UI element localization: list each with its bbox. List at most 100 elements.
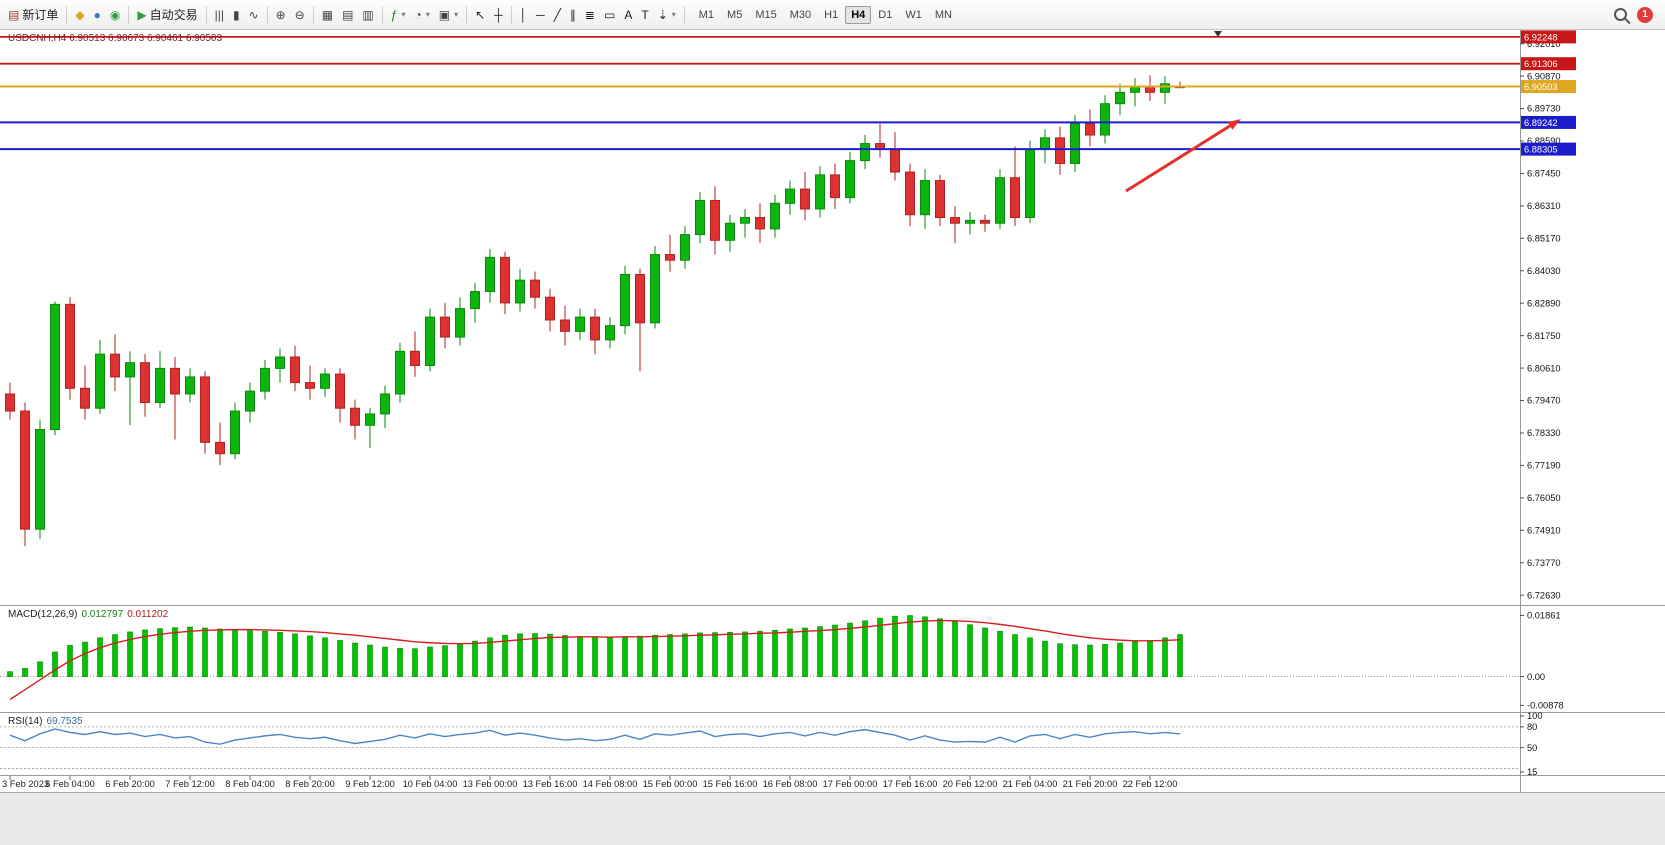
price-line-badge-label: 6.89242: [1524, 118, 1558, 128]
mql5-market-icon-button[interactable]: ◆: [71, 4, 88, 26]
macd-bar: [7, 671, 13, 677]
horizontal-line-button[interactable]: ─: [532, 4, 549, 26]
macd-bar: [1147, 640, 1153, 677]
macd-bar: [637, 635, 643, 677]
candle-body: [650, 254, 660, 324]
timeframe-h4[interactable]: H4: [845, 5, 872, 24]
candle-chart-button[interactable]: ▮: [229, 4, 244, 26]
cursor-button[interactable]: ↖: [471, 4, 489, 26]
candle-body: [455, 308, 465, 338]
time-tick-label: 7 Feb 12:00: [165, 779, 215, 789]
timeframe-h1[interactable]: H1: [824, 8, 839, 21]
zoom-out-button[interactable]: ⊖: [291, 4, 309, 26]
macd-bar: [1057, 643, 1063, 677]
zoom-in-button[interactable]: ⊕: [272, 4, 290, 26]
crosshair-button[interactable]: ┼: [490, 4, 507, 26]
chart-canvas[interactable]: 6.92010 6.90870 6.89730 6.88590 6.87450 6.863…: [0, 30, 1665, 792]
templates-button[interactable]: ▣ ▾: [435, 4, 462, 26]
label-button[interactable]: T: [637, 4, 652, 26]
candle-body: [815, 174, 825, 210]
candle-body: [845, 160, 855, 199]
timeframe-m5[interactable]: M5: [727, 8, 743, 21]
line-chart-button[interactable]: ∿: [245, 4, 263, 26]
vertical-line-button[interactable]: │: [516, 4, 532, 26]
annotations[interactable]: [1125, 31, 1241, 193]
macd-bar: [1027, 637, 1033, 677]
candle-body: [260, 367, 270, 392]
arrange-windows-button[interactable]: ▤: [338, 4, 357, 26]
candle-body: [785, 188, 795, 204]
tile-windows-button[interactable]: ▦: [318, 4, 337, 26]
timeframe-w1[interactable]: W1: [905, 8, 922, 21]
candle-body: [995, 177, 1005, 224]
time-tick-label: 20 Feb 12:00: [943, 779, 998, 789]
indicators-button[interactable]: ƒ ▾: [387, 4, 410, 26]
candle-body: [950, 217, 960, 224]
candle-body: [1085, 123, 1095, 136]
algo-trading-button[interactable]: ▶ 自动交易: [133, 4, 201, 26]
chevron-down-icon: ▾: [425, 10, 430, 19]
channel-icon: ∥: [569, 7, 576, 22]
macd-bar: [727, 631, 733, 677]
new-order-button[interactable]: ▤ 新订单: [4, 4, 62, 26]
arrange-windows-icon: ▤: [342, 7, 354, 22]
fibonacci-button[interactable]: ≣: [581, 4, 599, 26]
macd-bar: [442, 645, 448, 677]
macd-bar: [277, 631, 283, 677]
timeframe-m30[interactable]: M30: [789, 8, 812, 21]
candle-chart-icon: ▮: [232, 7, 240, 22]
shapes-button[interactable]: ▭: [600, 4, 619, 26]
macd-bar: [862, 620, 868, 677]
arrows-button[interactable]: ⇣ ▾: [654, 4, 680, 26]
price-pane[interactable]: [0, 35, 1520, 547]
macd-bar: [322, 637, 328, 677]
price-line-badge: [1521, 142, 1576, 156]
community-icon-button[interactable]: ●: [90, 4, 105, 26]
timeframe-d1[interactable]: D1: [878, 8, 893, 21]
timeframe-m15[interactable]: M15: [755, 8, 777, 21]
time-tick-label: 17 Feb 16:00: [883, 779, 938, 789]
time-tick-label: 3 Feb 2023: [2, 779, 49, 789]
macd-bar: [52, 651, 58, 677]
new-order-button-label: 新订单: [22, 8, 59, 22]
candle-body: [50, 303, 60, 431]
macd-bar: [802, 627, 808, 677]
price-scale[interactable]: 6.92010 6.90870 6.89730 6.88590 6.87450 6.863…: [1520, 30, 1576, 777]
price-tick-label: 6.81750: [1527, 331, 1561, 341]
macd-bar: [577, 636, 583, 677]
notification-badge[interactable]: 1: [1637, 6, 1653, 23]
bar-chart-button[interactable]: |||: [211, 4, 228, 26]
price-line-badge: [1521, 115, 1576, 129]
candle-body: [710, 199, 720, 241]
price-tick-label: 6.78330: [1527, 428, 1561, 438]
candle-body: [590, 316, 600, 341]
vertical-line-icon: │: [519, 7, 528, 22]
algo-trading-button-label: 自动交易: [149, 8, 198, 22]
toolbar-separator: [312, 5, 314, 24]
macd-bar: [382, 646, 388, 677]
candle-body: [635, 273, 645, 324]
time-tick-label: 13 Feb 16:00: [523, 779, 578, 789]
timeframe-mn[interactable]: MN: [934, 8, 952, 21]
candle-body: [920, 180, 930, 216]
search-icon[interactable]: [1614, 8, 1627, 21]
time-tick-label: 22 Feb 12:00: [1123, 779, 1178, 789]
macd-bar: [667, 634, 673, 677]
signals-icon-button[interactable]: ◉: [106, 4, 124, 26]
shift-end-button[interactable]: ▥: [358, 4, 377, 26]
chevron-down-icon: ▾: [454, 10, 459, 19]
fibonacci-icon: ≣: [584, 7, 595, 22]
channel-button[interactable]: ∥: [566, 4, 580, 26]
macd-pane[interactable]: [0, 615, 1520, 701]
timeframe-m1[interactable]: M1: [698, 8, 715, 21]
text-button[interactable]: A: [620, 4, 636, 26]
trendline-button[interactable]: ╱: [550, 4, 565, 26]
periods-button[interactable]: ◔ ▾: [410, 4, 433, 26]
macd-bar: [22, 668, 28, 677]
timeframe-bar: M1 M5 M15 M30 H1 H4 D1 W1 MN: [693, 5, 958, 24]
chart-window[interactable]: 6.92010 6.90870 6.89730 6.88590 6.87450 6.863…: [0, 30, 1665, 792]
candle-body: [1055, 137, 1065, 164]
candle-body: [680, 234, 690, 261]
rsi-pane[interactable]: [0, 726, 1520, 769]
